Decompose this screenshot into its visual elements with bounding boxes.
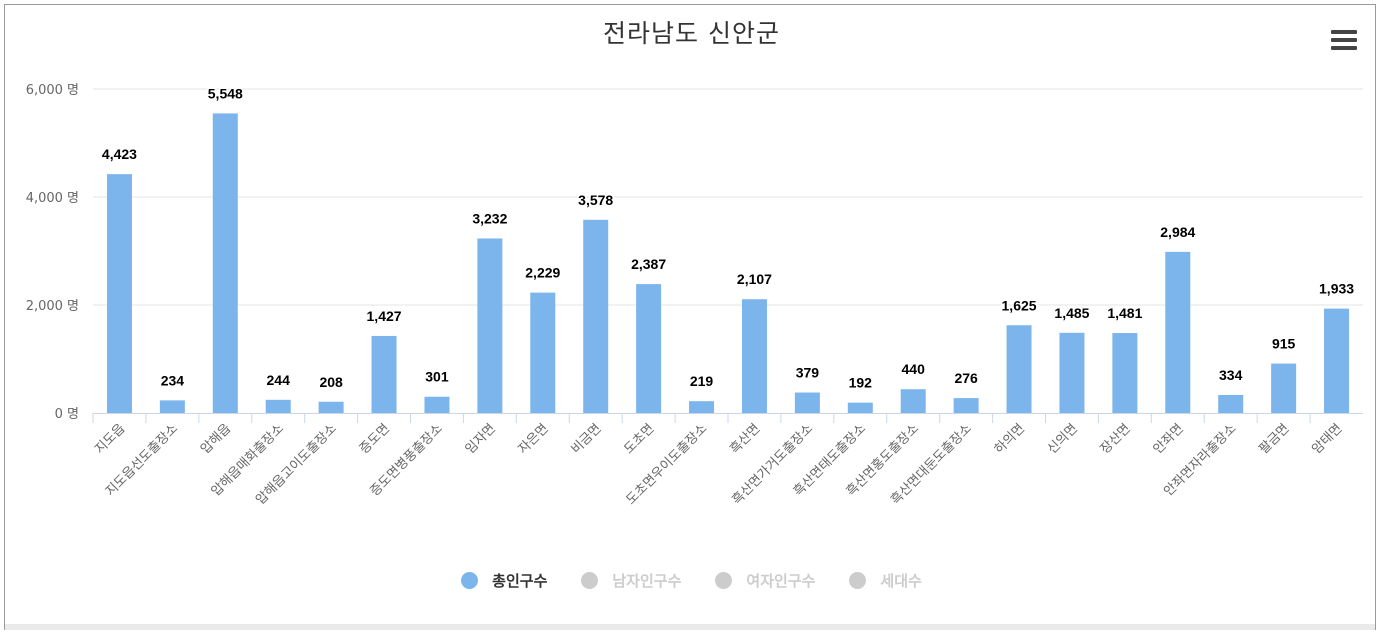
data-label: 4,423 xyxy=(102,146,137,162)
data-label: 334 xyxy=(1219,367,1243,383)
chart-menu-button[interactable] xyxy=(1331,30,1357,50)
data-label: 2,387 xyxy=(631,256,666,272)
x-category-label: 자은면 xyxy=(516,421,552,457)
data-label: 234 xyxy=(161,372,185,388)
data-label: 3,232 xyxy=(472,210,507,226)
x-category-label: 증도면 xyxy=(357,421,393,457)
legend-marker-icon xyxy=(715,572,733,589)
bar xyxy=(794,392,820,413)
bar xyxy=(1271,363,1297,413)
x-category-label: 하의면 xyxy=(992,421,1028,457)
bar xyxy=(212,113,238,414)
legend-marker-icon xyxy=(849,572,867,589)
bar xyxy=(1165,251,1191,413)
bar xyxy=(1112,333,1138,413)
y-tick-label: 4,000 명 xyxy=(26,191,79,206)
bar xyxy=(424,396,450,413)
data-label: 5,548 xyxy=(208,85,243,101)
bar xyxy=(371,335,397,413)
data-label: 1,485 xyxy=(1054,305,1089,321)
hamburger-icon-line xyxy=(1331,38,1357,42)
legend-item-male-population[interactable]: 남자인구수 xyxy=(581,570,681,591)
legend-marker-icon xyxy=(461,572,479,589)
bar xyxy=(900,389,926,413)
data-label: 208 xyxy=(319,374,343,390)
legend-item-total-population[interactable]: 총인구수 xyxy=(461,570,547,591)
data-label: 244 xyxy=(267,372,291,388)
x-category-label: 흑산면 xyxy=(727,421,763,457)
x-category-label: 지도읍 xyxy=(92,421,128,457)
legend-label: 남자인구수 xyxy=(612,572,682,590)
y-tick-label: 0 명 xyxy=(55,407,79,422)
x-category-label: 신의면 xyxy=(1045,421,1081,457)
x-category-label: 비금면 xyxy=(569,421,605,457)
data-label: 219 xyxy=(690,373,714,389)
chart-legend: 총인구수 남자인구수 여자인구수 세대수 xyxy=(0,570,1383,591)
bar xyxy=(689,401,715,413)
bar xyxy=(530,292,556,413)
bar xyxy=(583,219,609,413)
hamburger-icon-line xyxy=(1331,46,1357,50)
data-label: 1,625 xyxy=(1002,297,1037,313)
bar xyxy=(318,401,344,413)
chart-title: 전라남도 신안군 xyxy=(603,19,780,48)
bar xyxy=(953,398,979,413)
data-label: 1,933 xyxy=(1319,281,1354,297)
legend-marker-icon xyxy=(581,572,599,589)
x-category-label: 도초면 xyxy=(621,421,657,457)
data-label: 3,578 xyxy=(578,192,613,208)
bar xyxy=(1006,325,1032,413)
legend-label: 여자인구수 xyxy=(746,572,816,590)
bar xyxy=(636,284,662,413)
legend-label: 세대수 xyxy=(880,572,922,590)
bar xyxy=(741,299,767,413)
data-label: 379 xyxy=(796,365,820,381)
bar xyxy=(1218,394,1244,413)
bar xyxy=(847,402,873,413)
x-category-label: 압해읍 xyxy=(198,421,234,457)
scroll-track xyxy=(5,624,1375,630)
bar xyxy=(106,174,132,413)
bar xyxy=(1324,308,1350,413)
data-label: 915 xyxy=(1272,336,1296,352)
data-label: 1,427 xyxy=(367,308,402,324)
data-label: 2,107 xyxy=(737,271,772,287)
y-tick-label: 2,000 명 xyxy=(26,299,79,314)
data-label: 2,229 xyxy=(525,265,560,281)
y-tick-label: 6,000 명 xyxy=(26,83,79,98)
data-label: 276 xyxy=(954,370,978,386)
x-category-label: 암태면 xyxy=(1309,421,1345,457)
bar xyxy=(159,400,185,413)
bar xyxy=(1059,332,1085,413)
data-label: 192 xyxy=(849,375,873,391)
legend-label: 총인구수 xyxy=(492,572,548,590)
bar xyxy=(265,399,291,413)
x-category-label: 임자면 xyxy=(463,421,499,457)
data-label: 2,984 xyxy=(1160,224,1195,240)
bar xyxy=(477,238,503,413)
x-category-label: 안좌면 xyxy=(1151,421,1187,457)
legend-item-female-population[interactable]: 여자인구수 xyxy=(715,570,815,591)
x-category-label: 팔금면 xyxy=(1256,421,1292,457)
data-label: 301 xyxy=(425,369,449,385)
data-label: 440 xyxy=(902,361,926,377)
legend-item-households[interactable]: 세대수 xyxy=(849,570,922,591)
x-category-label: 장산면 xyxy=(1098,421,1134,457)
data-label: 1,481 xyxy=(1107,305,1142,321)
hamburger-icon-line xyxy=(1331,30,1357,34)
